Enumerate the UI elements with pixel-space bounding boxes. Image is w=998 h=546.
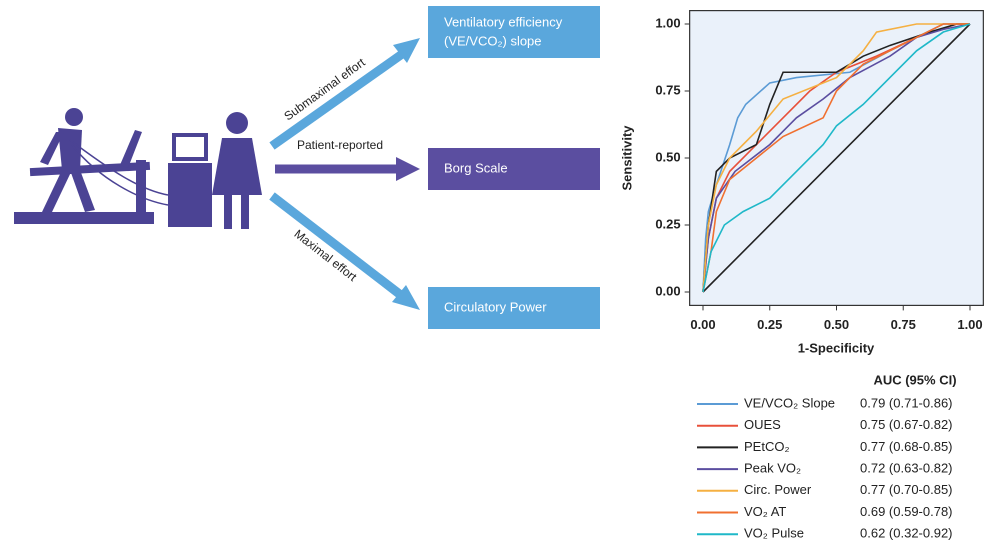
x-tick-label: 0.75	[891, 317, 916, 332]
box-text: Ventilatory efficiency	[444, 14, 563, 29]
y-tick-label: 1.00	[655, 15, 680, 30]
legend-auc: 0.77 (0.68-0.85)	[860, 439, 953, 454]
illustration	[14, 108, 262, 229]
legend-auc: 0.62 (0.32-0.92)	[860, 526, 953, 541]
x-tick-label: 1.00	[957, 317, 982, 332]
legend-header: AUC (95% CI)	[873, 372, 956, 387]
legend-auc: 0.69 (0.59-0.78)	[860, 504, 953, 519]
legend-auc: 0.77 (0.70-0.85)	[860, 482, 953, 497]
y-tick-label: 0.00	[655, 283, 680, 298]
box-text: Circulatory Power	[444, 299, 547, 314]
doctor-leg	[224, 195, 232, 229]
x-tick-label: 0.25	[757, 317, 782, 332]
legend-label: Peak VO₂	[744, 461, 801, 476]
y-tick-label: 0.25	[655, 216, 680, 231]
patient-leg	[42, 170, 72, 212]
x-axis-title: 1-Specificity	[798, 340, 875, 355]
arrow-down	[272, 196, 402, 296]
y-tick-label: 0.50	[655, 149, 680, 164]
patient-head	[65, 108, 83, 126]
patient-leg	[70, 170, 95, 212]
legend-label: VE/VCO₂ Slope	[744, 395, 835, 410]
x-tick-label: 0.50	[824, 317, 849, 332]
legend-label: VO₂ AT	[744, 504, 786, 519]
treadmill-base	[14, 212, 154, 224]
box-text: (VE/VCO₂) slope	[444, 33, 542, 48]
arrow-label: Patient-reported	[297, 138, 383, 152]
doctor-coat	[212, 138, 262, 195]
legend-label: VO₂ Pulse	[744, 526, 804, 541]
legend-label: OUES	[744, 417, 781, 432]
figure: Submaximal effort Patient-reported Maxim…	[0, 0, 998, 546]
legend-label: Circ. Power	[744, 482, 812, 497]
legend-label: PEtCO₂	[744, 439, 790, 454]
arrow-up	[272, 52, 405, 146]
y-axis-title: Sensitivity	[619, 125, 634, 191]
legend-auc: 0.75 (0.67-0.82)	[860, 417, 953, 432]
doctor-head	[226, 112, 248, 134]
monitor-screen	[176, 137, 204, 157]
doctor-leg	[241, 195, 249, 229]
box-text: Borg Scale	[444, 160, 508, 175]
arrow-head	[396, 157, 420, 181]
legend-auc: 0.79 (0.71-0.86)	[860, 395, 953, 410]
x-tick-label: 0.00	[690, 317, 715, 332]
cart	[168, 163, 212, 227]
legend-auc: 0.72 (0.63-0.82)	[860, 461, 953, 476]
y-tick-label: 0.75	[655, 82, 680, 97]
